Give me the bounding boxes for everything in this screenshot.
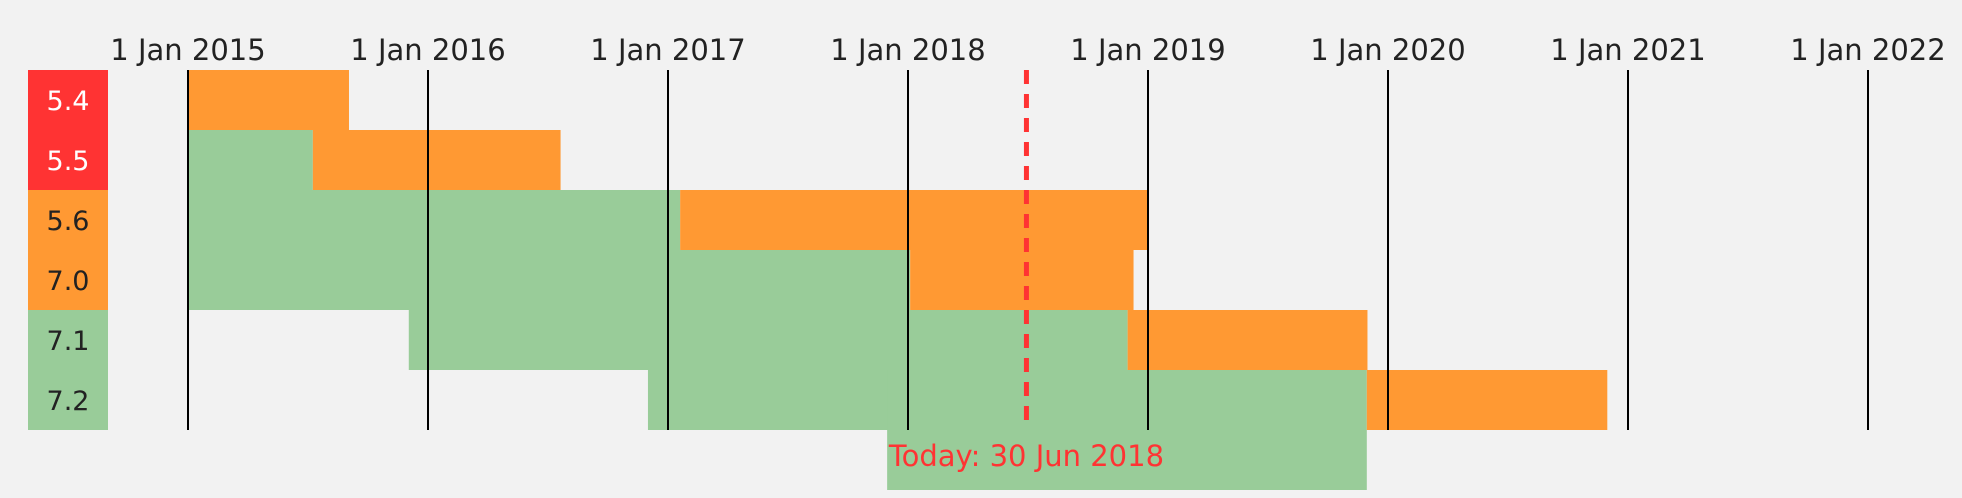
branch-label-7-2: 7.2 xyxy=(28,370,108,430)
year-gridlines xyxy=(187,70,1869,430)
branch-status-box xyxy=(28,130,108,190)
security-support-bar-5-4 xyxy=(188,70,349,130)
year-tick-label: 1 Jan 2018 xyxy=(830,33,985,67)
branch-version-text: 5.4 xyxy=(47,86,90,117)
branch-label-7-1: 7.1 xyxy=(28,310,108,370)
active-support-bar-7-2 xyxy=(887,370,1367,490)
branch-version-text: 5.5 xyxy=(47,146,90,177)
security-support-bar-5-5 xyxy=(312,130,561,190)
branch-label-7-0: 7.0 xyxy=(28,250,108,310)
branch-version-text: 7.1 xyxy=(47,326,90,357)
year-tick-labels: 1 Jan 2015 1 Jan 2016 1 Jan 2017 1 Jan 2018… xyxy=(110,33,1945,67)
security-support-bar-7-0 xyxy=(910,250,1134,310)
today-marker: Today: 30 Jun 2018 xyxy=(888,70,1164,473)
security-support-bar-7-2 xyxy=(1366,370,1608,430)
branch-status-box xyxy=(28,250,108,310)
branch-label-5-4: 5.4 xyxy=(28,70,108,130)
branch-label-5-5: 5.5 xyxy=(28,130,108,190)
year-tick-label: 1 Jan 2020 xyxy=(1310,33,1465,67)
version-bars xyxy=(188,70,1608,490)
security-support-bar-7-1 xyxy=(1127,310,1368,370)
year-tick-label: 1 Jan 2016 xyxy=(350,33,505,67)
year-tick-label: 1 Jan 2022 xyxy=(1790,33,1945,67)
branch-version-text: 5.6 xyxy=(47,206,90,237)
year-tick-label: 1 Jan 2017 xyxy=(590,33,745,67)
branch-status-box xyxy=(28,70,108,130)
branch-status-box xyxy=(28,190,108,250)
security-support-bar-5-6 xyxy=(680,190,1148,250)
branch-version-text: 7.0 xyxy=(47,266,90,297)
branch-version-text: 7.2 xyxy=(47,386,90,417)
branch-status-box xyxy=(28,310,108,370)
year-tick-label: 1 Jan 2019 xyxy=(1070,33,1225,67)
branch-labels: 5.4 5.5 5.6 7.0 7.1 7.2 xyxy=(28,70,108,430)
today-label: Today: 30 Jun 2018 xyxy=(888,439,1164,473)
branch-label-5-6: 5.6 xyxy=(28,190,108,250)
branch-status-box xyxy=(28,370,108,430)
year-tick-label: 1 Jan 2021 xyxy=(1550,33,1705,67)
year-tick-label: 1 Jan 2015 xyxy=(110,33,265,67)
